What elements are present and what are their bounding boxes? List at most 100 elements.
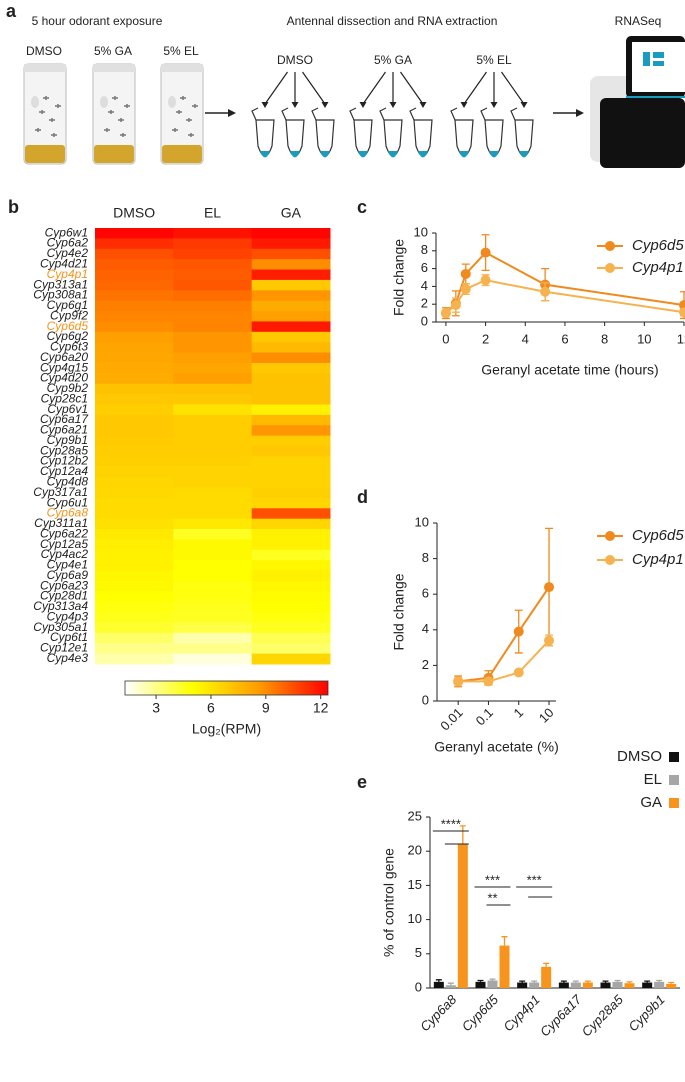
error-bar <box>584 980 591 983</box>
x-tick-label: 6 <box>561 331 568 346</box>
heatmap-cell <box>251 290 331 302</box>
row-label: Cyp6g2 <box>47 329 89 343</box>
heatmap-cell <box>95 446 174 457</box>
legend-label: Cyp6d5 <box>632 237 684 254</box>
data-point <box>440 308 451 319</box>
fly <box>49 118 55 122</box>
heatmap-cell <box>173 632 253 644</box>
row-label: Cyp6w1 <box>45 225 88 239</box>
significance-label: ** <box>487 890 497 905</box>
heatmap-cell <box>251 259 331 271</box>
heatmap-cell <box>95 362 174 374</box>
y-axis-label: % of control gene <box>381 848 397 957</box>
x-tick-label: Cyp6d5 <box>459 991 502 1034</box>
arrow <box>264 71 288 105</box>
y-tick-label: 10 <box>408 911 422 926</box>
y-tick-label: 10 <box>415 514 429 529</box>
data-point <box>544 635 555 646</box>
x-tick-label: 1 <box>511 705 527 721</box>
heatmap-cell <box>95 570 174 582</box>
vial-top <box>161 64 203 72</box>
fly <box>118 118 124 122</box>
data-point <box>513 667 524 678</box>
heatmap-cell <box>251 560 331 572</box>
tube-sample <box>418 151 428 158</box>
row-label: Cyp6a9 <box>47 568 89 582</box>
arrow-head <box>291 102 299 108</box>
y-tick-label: 8 <box>422 550 429 565</box>
heatmap-cell <box>173 435 253 447</box>
row-label: Cyp4g15 <box>40 360 88 374</box>
row-label: Cyp6a21 <box>40 423 88 437</box>
row-label: Cyp6d5 <box>47 319 89 333</box>
data-point <box>513 626 524 637</box>
heatmap-cell <box>251 414 331 426</box>
heatmap-cell <box>173 591 253 603</box>
panel-label: e <box>357 772 367 792</box>
step-label: Antennal dissection and RNA extraction <box>287 14 498 28</box>
y-tick-label: 15 <box>408 877 422 892</box>
heatmap-cell <box>173 446 253 457</box>
x-tick-label: 0 <box>442 331 449 346</box>
heatmap-cell <box>95 404 174 416</box>
row-label: Cyp4d21 <box>40 257 88 271</box>
heatmap-cell <box>95 290 174 302</box>
row-label: Cyp28c1 <box>41 391 88 405</box>
heatmap-cell <box>95 311 174 322</box>
panel-label: c <box>357 197 367 217</box>
y-tick-label: 0 <box>421 313 428 328</box>
tube-lid <box>281 107 289 121</box>
arrow <box>463 71 487 105</box>
y-tick-label: 10 <box>414 224 428 239</box>
heatmap-cell <box>251 228 331 239</box>
heatmap-cell <box>173 477 253 489</box>
fly <box>55 104 61 108</box>
row-label: Cyp4p3 <box>47 609 89 623</box>
heatmap-cell <box>95 612 174 623</box>
arrow-head <box>359 102 367 108</box>
heatmap-cell <box>251 466 331 478</box>
legend-label: Cyp4p1 <box>632 259 684 276</box>
heatmap-cell <box>173 342 253 354</box>
heatmap-cell <box>251 456 331 468</box>
heatmap-cell <box>173 622 253 634</box>
heatmap-cell <box>95 529 174 540</box>
heatmap-cell <box>251 248 331 260</box>
heatmap-cell <box>251 269 331 281</box>
plug <box>100 96 108 108</box>
heatmap-cell <box>251 622 331 634</box>
heatmap-cell <box>173 529 253 540</box>
heatmap-cell <box>251 518 331 530</box>
legend-label: Cyp6d5 <box>632 527 684 544</box>
error-bar <box>644 980 651 983</box>
fly <box>124 104 130 108</box>
heatmap-cell <box>251 570 331 582</box>
tube-lid <box>409 107 417 121</box>
fly <box>35 128 41 132</box>
error-bar <box>531 980 538 983</box>
legend-label: DMSO <box>617 748 662 765</box>
tube <box>383 119 403 157</box>
heatmap-cell <box>173 352 253 364</box>
error-bar <box>519 980 526 983</box>
heatmap-cell <box>251 238 331 250</box>
heatmap-cell <box>173 279 253 291</box>
heatmap-cell <box>251 321 331 333</box>
heatmap-cell <box>95 477 174 489</box>
y-axis-label: Fold change <box>391 573 407 650</box>
legend-label: GA <box>640 794 662 811</box>
tube-lid <box>510 107 518 121</box>
tube-lid <box>349 107 357 121</box>
row-label: Cyp6a2 <box>47 236 89 250</box>
heatmap-cell <box>251 435 331 447</box>
heatmap-cell <box>251 394 331 405</box>
row-label: Cyp9b2 <box>47 381 89 395</box>
colorbar-tick-label: 3 <box>152 700 160 716</box>
row-label: Cyp313a4 <box>33 599 88 613</box>
heatmap-cell <box>251 331 331 343</box>
fly <box>39 110 45 114</box>
error-bar <box>656 979 663 982</box>
row-label: Cyp28a5 <box>40 443 88 457</box>
tube-lid <box>480 107 488 121</box>
